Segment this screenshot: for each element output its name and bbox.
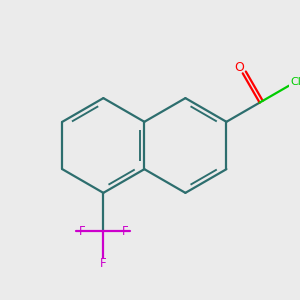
Text: F: F bbox=[100, 257, 107, 270]
Text: F: F bbox=[78, 225, 85, 238]
Text: O: O bbox=[234, 61, 244, 74]
Text: Cl: Cl bbox=[290, 76, 300, 87]
Text: F: F bbox=[122, 225, 128, 238]
